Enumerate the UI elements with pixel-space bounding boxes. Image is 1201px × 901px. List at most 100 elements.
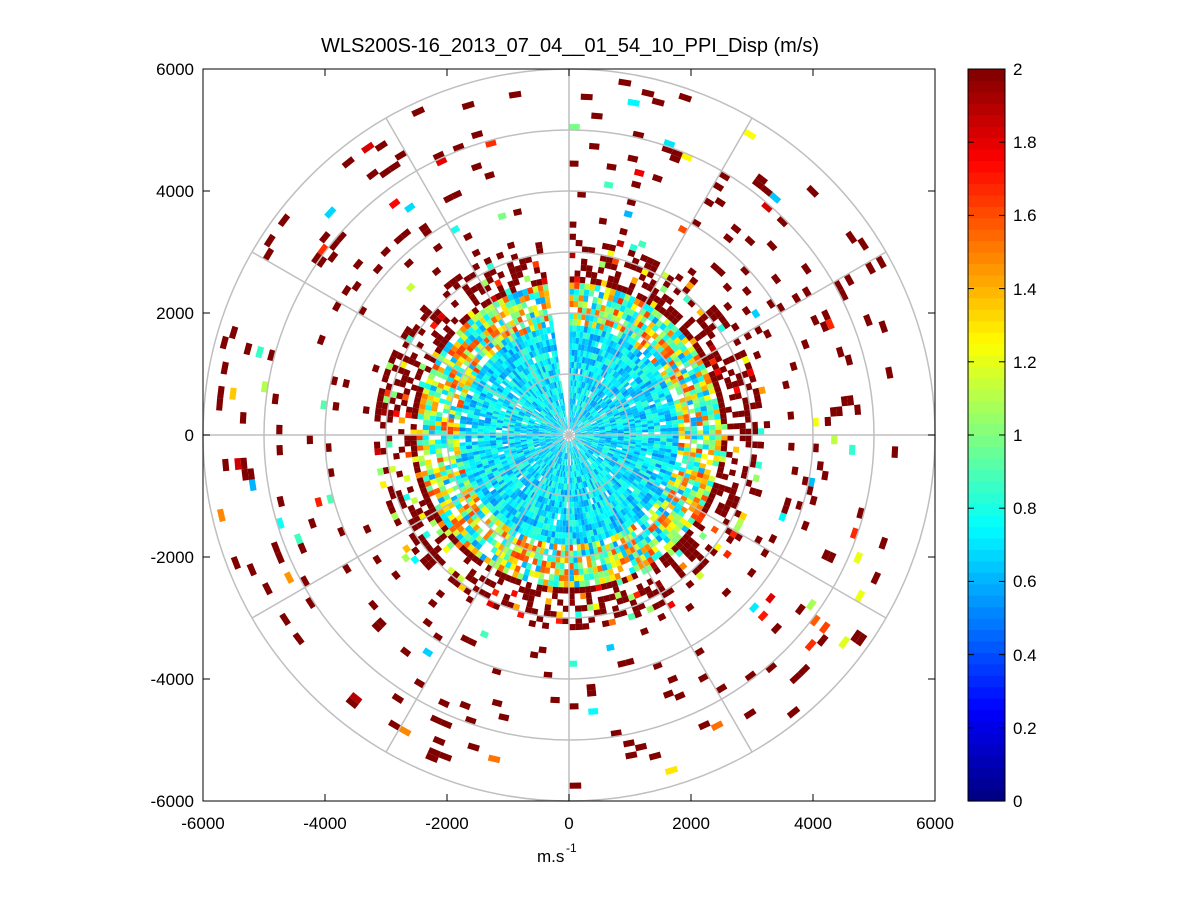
data-cell (582, 468, 587, 475)
data-cell (632, 412, 640, 417)
data-cell (454, 410, 462, 416)
data-cell (587, 432, 594, 434)
data-cell (575, 526, 580, 533)
plot-area (202, 68, 936, 802)
data-cell (332, 401, 340, 411)
data-cell (573, 438, 579, 443)
data-cell (662, 689, 675, 699)
data-cell (610, 442, 618, 446)
data-cell (429, 415, 437, 421)
data-cell (713, 408, 720, 415)
data-cell (537, 467, 543, 474)
data-cell (572, 520, 576, 527)
data-cell (508, 438, 515, 442)
data-cell (599, 437, 606, 439)
data-cell (578, 406, 582, 413)
data-cell (619, 361, 626, 368)
data-cell (582, 409, 587, 416)
data-cell (479, 553, 488, 562)
data-cell (497, 449, 504, 453)
data-cell (580, 350, 584, 357)
data-cell (507, 364, 515, 372)
data-cell (571, 423, 574, 430)
data-cell (539, 439, 546, 442)
data-cell (569, 599, 575, 606)
data-cell (621, 576, 629, 584)
data-cell (451, 570, 461, 580)
data-cell (613, 380, 620, 387)
data-cell (519, 321, 526, 330)
data-cell (546, 441, 552, 445)
data-cell (416, 440, 423, 446)
data-cell (538, 381, 544, 388)
data-cell (614, 572, 622, 580)
data-cell (506, 384, 513, 390)
data-cell (539, 395, 544, 402)
data-cell (592, 603, 600, 611)
data-cell (555, 394, 559, 401)
data-cell (713, 455, 720, 462)
data-cell (544, 431, 551, 434)
data-cell (596, 389, 602, 396)
data-cell (534, 456, 541, 462)
data-cell (574, 452, 577, 459)
data-cell (594, 328, 600, 336)
data-cell (429, 714, 443, 725)
data-cell (599, 486, 605, 494)
data-cell (520, 528, 527, 536)
data-cell (539, 427, 546, 430)
data-cell (572, 425, 577, 431)
data-cell (591, 444, 598, 448)
data-cell (513, 395, 520, 401)
data-cell (501, 390, 509, 397)
data-cell (547, 390, 552, 397)
data-cell (595, 584, 602, 592)
data-cell (446, 376, 454, 383)
data-cell (644, 326, 652, 335)
data-cell (721, 473, 729, 481)
data-cell (457, 399, 465, 405)
data-cell (573, 313, 578, 320)
data-cell (472, 366, 481, 374)
data-cell (418, 460, 426, 467)
data-cell (533, 423, 540, 427)
data-cell (459, 435, 466, 439)
data-cell (450, 356, 458, 364)
data-cell (488, 475, 495, 481)
data-cell (583, 420, 590, 425)
data-cell (472, 447, 479, 452)
data-cell (596, 466, 602, 473)
data-cell (241, 468, 249, 481)
data-cell (468, 568, 477, 577)
data-cell (498, 311, 506, 319)
data-cell (669, 333, 678, 342)
data-cell (587, 364, 592, 372)
data-cell (507, 521, 514, 529)
data-cell (547, 358, 552, 365)
data-cell (669, 456, 677, 462)
data-cell (610, 263, 618, 271)
data-cell (695, 515, 704, 524)
data-cell (623, 442, 630, 446)
data-cell (564, 440, 567, 447)
data-cell (683, 447, 691, 452)
data-cell (629, 425, 636, 429)
data-cell (658, 555, 667, 564)
data-cell (623, 482, 630, 489)
data-cell (571, 459, 574, 466)
data-cell (577, 421, 583, 427)
data-cell (572, 380, 575, 387)
data-cell (602, 477, 609, 484)
data-cell (626, 301, 634, 309)
data-cell (461, 100, 475, 111)
data-cell (579, 381, 583, 388)
data-cell (610, 486, 617, 493)
data-cell (430, 329, 440, 339)
data-cell (722, 357, 731, 366)
data-cell (598, 514, 604, 521)
data-cell (454, 414, 461, 420)
data-cell (600, 558, 606, 566)
data-cell (601, 513, 607, 520)
data-cell (597, 473, 603, 480)
data-cell (571, 446, 574, 453)
